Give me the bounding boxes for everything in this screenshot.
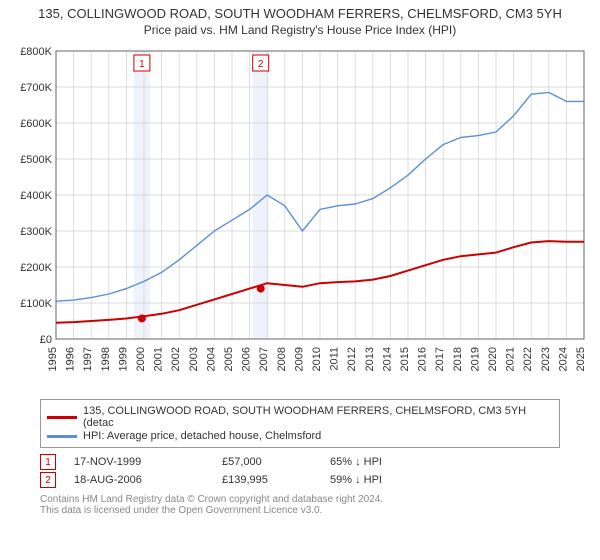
x-tick-label: 2000 (135, 347, 147, 371)
x-tick-label: 2006 (241, 347, 253, 371)
legend-swatch (47, 416, 77, 419)
chart-title: 135, COLLINGWOOD ROAD, SOUTH WOODHAM FER… (10, 6, 590, 21)
x-tick-label: 2022 (522, 347, 534, 371)
legend-label: HPI: Average price, detached house, Chel… (83, 430, 321, 442)
marker-badge: 2 (40, 472, 56, 488)
x-tick-label: 2002 (170, 347, 182, 371)
x-tick-label: 2024 (557, 347, 569, 371)
x-tick-label: 2019 (469, 347, 481, 371)
x-tick-label: 2021 (505, 347, 517, 371)
x-tick-label: 2004 (205, 347, 217, 371)
marker-badge-label: 1 (139, 59, 145, 70)
legend: 135, COLLINGWOOD ROAD, SOUTH WOODHAM FER… (40, 399, 560, 448)
legend-swatch (47, 435, 77, 438)
marker-date: 18-AUG-2006 (74, 474, 204, 486)
x-tick-label: 2013 (364, 347, 376, 371)
x-tick-label: 1996 (65, 347, 77, 371)
y-tick-label: £600K (20, 118, 52, 130)
y-tick-label: £800K (20, 46, 52, 58)
x-tick-label: 2001 (153, 347, 165, 371)
x-tick-label: 2016 (417, 347, 429, 371)
y-tick-label: £700K (20, 82, 52, 94)
marker-dot (257, 285, 265, 293)
credits: Contains HM Land Registry data © Crown c… (40, 494, 560, 516)
credits-line1: Contains HM Land Registry data © Crown c… (40, 494, 560, 505)
marker-price: £139,995 (222, 474, 312, 486)
x-tick-label: 2005 (223, 347, 235, 371)
x-tick-label: 2008 (276, 347, 288, 371)
marker-diff: 65% ↓ HPI (330, 456, 382, 468)
marker-detail-row: 1 17-NOV-1999 £57,000 65% ↓ HPI (40, 454, 560, 470)
x-tick-label: 2011 (329, 347, 341, 371)
marker-detail-row: 2 18-AUG-2006 £139,995 59% ↓ HPI (40, 472, 560, 488)
x-tick-label: 2003 (188, 347, 200, 371)
y-tick-label: £100K (20, 298, 52, 310)
x-tick-label: 2017 (434, 347, 446, 371)
marker-dot (138, 314, 146, 322)
x-tick-label: 2012 (346, 347, 358, 371)
x-tick-label: 2014 (381, 347, 393, 371)
y-tick-label: £500K (20, 154, 52, 166)
marker-price: £57,000 (222, 456, 312, 468)
marker-diff: 59% ↓ HPI (330, 474, 382, 486)
x-tick-label: 2020 (487, 347, 499, 371)
marker-badge: 1 (40, 454, 56, 470)
legend-item: 135, COLLINGWOOD ROAD, SOUTH WOODHAM FER… (47, 405, 553, 429)
x-tick-label: 1995 (47, 347, 59, 371)
marker-badge-label: 2 (258, 59, 264, 70)
y-tick-label: £0 (40, 334, 52, 346)
y-tick-label: £200K (20, 262, 52, 274)
line-chart: £0 £100K £200K £300K £400K £500K £600K £700K £80… (10, 43, 590, 393)
legend-item: HPI: Average price, detached house, Chel… (47, 430, 553, 442)
x-tick-label: 2025 (575, 347, 587, 371)
x-tick-label: 2009 (293, 347, 305, 371)
y-tick-label: £300K (20, 226, 52, 238)
x-tick-label: 1999 (117, 347, 129, 371)
x-tick-label: 2015 (399, 347, 411, 371)
y-tick-label: £400K (20, 190, 52, 202)
x-tick-label: 2023 (540, 347, 552, 371)
credits-line2: This data is licensed under the Open Gov… (40, 505, 560, 516)
x-tick-label: 2007 (258, 347, 270, 371)
x-tick-label: 1998 (100, 347, 112, 371)
x-tick-label: 2018 (452, 347, 464, 371)
x-tick-label: 1997 (82, 347, 94, 371)
chart-area: £0 £100K £200K £300K £400K £500K £600K £700K £80… (10, 43, 590, 393)
x-tick-label: 2010 (311, 347, 323, 371)
marker-date: 17-NOV-1999 (74, 456, 204, 468)
chart-subtitle: Price paid vs. HM Land Registry's House … (10, 23, 590, 37)
legend-label: 135, COLLINGWOOD ROAD, SOUTH WOODHAM FER… (83, 405, 553, 429)
